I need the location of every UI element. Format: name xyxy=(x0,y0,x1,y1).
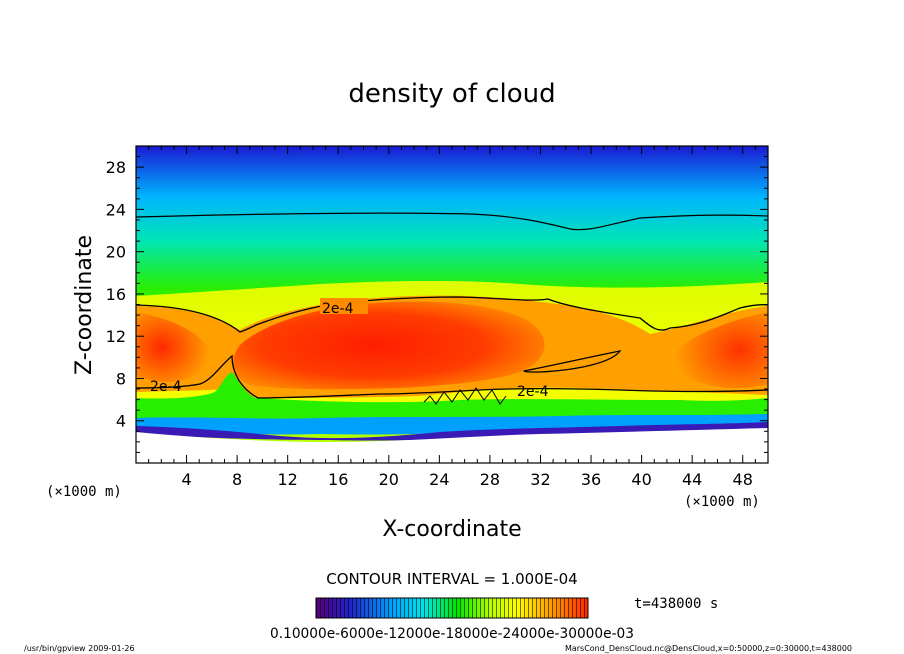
x-tick-label: 20 xyxy=(379,470,399,489)
x-tick-label: 4 xyxy=(181,470,191,489)
y-tick-label: 24 xyxy=(106,200,126,219)
contour-label-top: 2e-4 xyxy=(322,301,354,317)
y-axis-title: Z-coordinate xyxy=(72,235,97,375)
y-axis-unit: (×1000 m) xyxy=(46,484,122,500)
x-axis-ticks: 4 8 12 16 20 24 28 32 36 40 44 48 xyxy=(148,146,756,489)
y-tick-label: 8 xyxy=(116,369,126,388)
colorbar-tick-labels: 0.10000e-6000e-12000e-18000e-24000e-3000… xyxy=(270,626,634,642)
density-field-red-right xyxy=(673,312,768,388)
y-tick-label: 12 xyxy=(106,327,126,346)
x-tick-label: 44 xyxy=(682,470,702,489)
x-tick-label: 28 xyxy=(480,470,500,489)
footer-right: MarsCond_DensCloud.nc@DensCloud,x=0:5000… xyxy=(565,644,852,653)
contour-label-right: 2e-4 xyxy=(517,384,549,400)
contour-line-2e4-top xyxy=(136,296,768,333)
colorbar-hatch xyxy=(316,598,588,618)
contour-label-left: 2e-4 xyxy=(150,379,182,395)
y-tick-label: 28 xyxy=(106,158,126,177)
x-tick-label: 24 xyxy=(429,470,449,489)
plot-area xyxy=(136,146,768,463)
contour-line-2e4-lower xyxy=(136,354,768,399)
y-tick-label: 16 xyxy=(106,285,126,304)
density-field-green-layer xyxy=(136,372,768,420)
time-label: t=438000 s xyxy=(634,596,718,612)
x-tick-label: 40 xyxy=(631,470,651,489)
contour-line-2e4-lens xyxy=(523,350,622,373)
x-tick-label: 8 xyxy=(232,470,242,489)
contour-line-ragged xyxy=(423,387,507,405)
y-tick-label: 20 xyxy=(106,243,126,262)
contour-label-bg xyxy=(320,298,368,314)
density-field-purple-edge xyxy=(136,422,768,441)
density-field-red-core xyxy=(233,301,545,390)
chart-title: density of cloud xyxy=(348,79,555,109)
x-axis-title: X-coordinate xyxy=(382,517,521,542)
density-field-red-left xyxy=(136,312,211,382)
contour-line-upper xyxy=(136,212,768,231)
x-tick-label: 48 xyxy=(733,470,753,489)
x-axis-unit: (×1000 m) xyxy=(684,494,760,510)
x-tick-label: 36 xyxy=(581,470,601,489)
x-tick-label: 12 xyxy=(278,470,298,489)
contour-interval-text: CONTOUR INTERVAL = 1.000E-04 xyxy=(326,570,577,588)
x-tick-label: 16 xyxy=(328,470,348,489)
y-tick-label: 4 xyxy=(116,412,126,431)
surface-region xyxy=(136,428,768,463)
x-tick-label: 32 xyxy=(530,470,550,489)
footer-left: /usr/bin/gpview 2009-01-26 xyxy=(24,644,135,653)
y-axis-ticks: 4 8 12 16 20 24 28 xyxy=(106,156,768,453)
